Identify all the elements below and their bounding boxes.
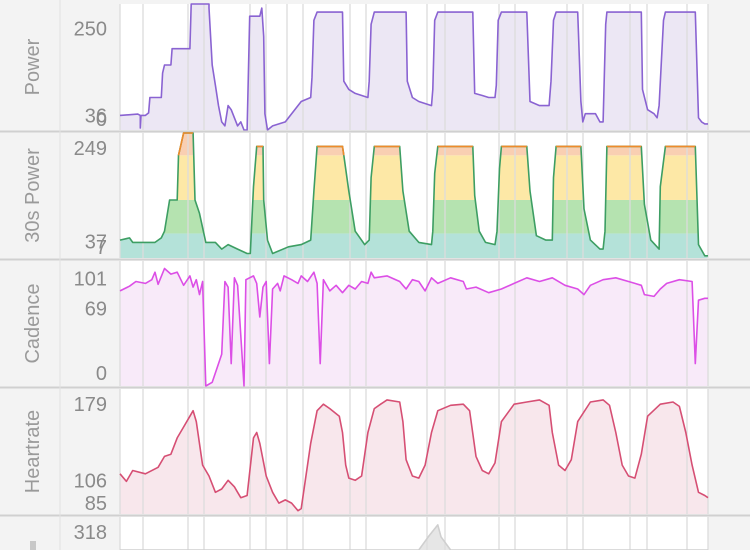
- panel-1-tick-label-1: 37: [85, 231, 107, 253]
- panel-3-tick-label-0: 179: [74, 394, 107, 416]
- panel-3-series-line: [119, 399, 709, 512]
- panel-3-axis-label: Heartrate: [22, 410, 44, 493]
- panel-0-tick-label-1: 36: [85, 105, 107, 127]
- panel-2-tick-label-0: 101: [74, 269, 107, 291]
- panel-0-tick-label-0: 250: [74, 18, 107, 40]
- panel-2-axis-label: Cadence: [22, 283, 44, 363]
- panel-1-mask: [120, 133, 708, 256]
- panel-4-tick-label-0: 318: [74, 522, 107, 544]
- panel-0-series-line: [119, 3, 708, 131]
- panel-3-area: [120, 399, 708, 514]
- panel-2-tick-label-2: 0: [96, 363, 107, 385]
- panel-3-tick-label-2: 85: [85, 493, 107, 515]
- panel-1-tick-label-2: 7: [96, 237, 107, 259]
- cut-off-label: [30, 541, 36, 550]
- panel-1-peak-line: [177, 132, 696, 156]
- panel-2-area: [120, 268, 708, 386]
- panel-4-background: [120, 517, 708, 550]
- panel-0-area: [120, 4, 708, 130]
- panel-4-series-line: [120, 524, 708, 550]
- panel-1-tick-label-0: 249: [74, 138, 107, 160]
- panel-3-tick-label-1: 106: [74, 470, 107, 492]
- panel-0-tick-label-2: 0: [96, 109, 107, 131]
- panel-1-axis-label: 30s Power: [22, 148, 44, 243]
- panel-0-axis-label: Power: [22, 38, 44, 95]
- panel-2-series-line: [119, 267, 708, 387]
- panel-2-tick-label-1: 69: [85, 299, 107, 321]
